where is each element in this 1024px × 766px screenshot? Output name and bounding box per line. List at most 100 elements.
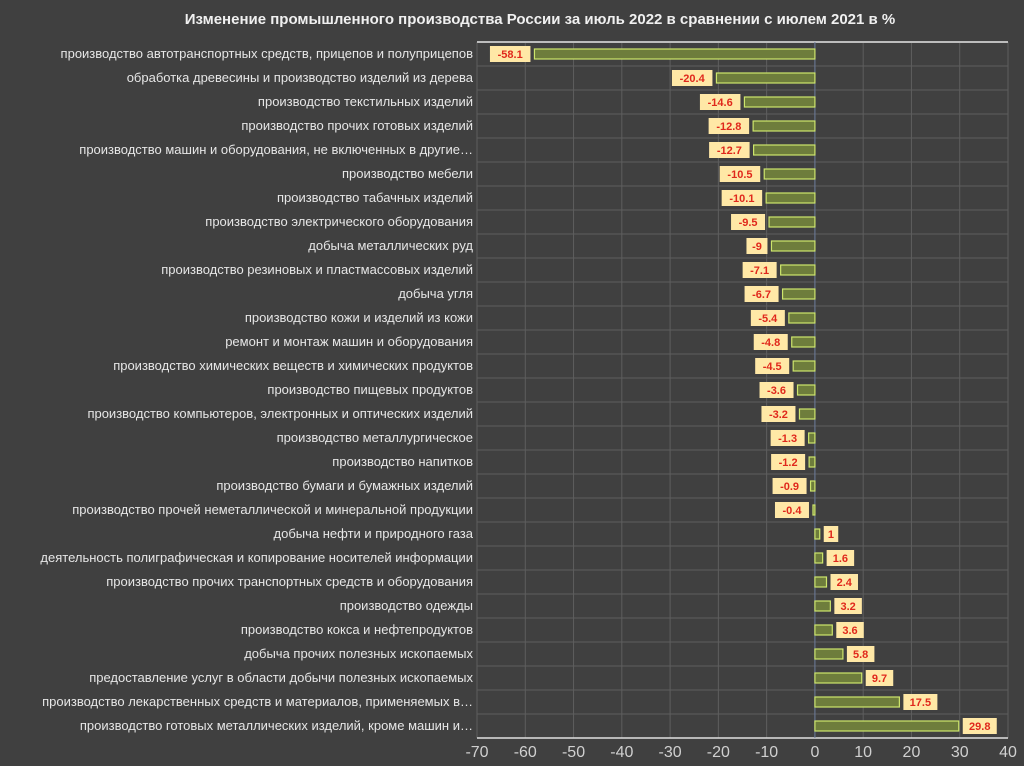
data-label-box [826, 550, 855, 566]
data-label-box [709, 142, 750, 158]
data-label-box [771, 454, 806, 470]
data-label: 29.8 [969, 721, 990, 733]
data-label: 1 [828, 529, 834, 541]
bar [814, 600, 831, 612]
bar [796, 384, 816, 396]
data-label-box [746, 238, 768, 254]
data-label-box [699, 94, 741, 110]
category-label: производство кокса и нефтепродуктов [241, 622, 473, 637]
data-label-box [834, 598, 862, 614]
data-label: -4.5 [763, 361, 782, 373]
data-label: -9 [752, 241, 762, 253]
data-label-box [865, 670, 894, 686]
bar [753, 144, 816, 156]
data-label-box [731, 214, 766, 230]
bars [533, 48, 960, 732]
data-label: -1.3 [778, 433, 797, 445]
bar [814, 672, 863, 684]
bar [808, 456, 816, 468]
data-label: -5.4 [758, 313, 778, 325]
bar [780, 264, 816, 276]
x-axis-ticks: -70 -60 -50 -40 -30 -20 -10 0 10 20 30 40 [465, 744, 1017, 761]
bar [792, 360, 816, 372]
category-label: производство компьютеров, электронных и … [87, 406, 473, 421]
data-label-box [772, 478, 807, 494]
category-label: добыча прочих полезных ископаемых [244, 646, 473, 661]
x-tick-label: -40 [610, 744, 633, 761]
category-label: добыча нефти и природного газа [274, 526, 474, 541]
bar [763, 168, 816, 180]
bar [765, 192, 816, 204]
category-label: производство резиновых и пластмассовых и… [161, 262, 473, 277]
data-label-box [761, 406, 796, 422]
category-label: производство автотранспортных средств, п… [61, 46, 474, 61]
bar [715, 72, 816, 84]
data-label: -14.6 [708, 97, 733, 109]
category-label: добыча металлических руд [308, 238, 473, 253]
bar [533, 48, 816, 60]
data-label-box [671, 70, 713, 86]
data-label-box [903, 694, 938, 710]
x-tick-label: 20 [903, 744, 921, 761]
data-label: 3.2 [840, 601, 855, 613]
data-label: -3.6 [767, 385, 786, 397]
data-label-box [830, 574, 858, 590]
category-label: производство пищевых продуктов [267, 382, 473, 397]
data-label: 17.5 [910, 697, 931, 709]
bar [791, 336, 816, 348]
data-label: 2.4 [837, 577, 853, 589]
data-label-box [836, 622, 864, 638]
category-label: производство прочих транспортных средств… [106, 574, 473, 589]
category-label: производство готовых металлических издел… [80, 718, 473, 733]
category-label: производство металлургическое [277, 430, 473, 445]
category-label: деятельность полиграфическая и копирован… [40, 550, 473, 565]
x-tick-label: 10 [854, 744, 872, 761]
data-label: -20.4 [680, 73, 706, 85]
data-label-box [962, 718, 997, 734]
data-label: -12.7 [717, 145, 742, 157]
x-tick-label: 40 [999, 744, 1017, 761]
data-label-box [742, 262, 777, 278]
category-label: предоставление услуг в области добычи по… [89, 670, 473, 685]
category-label: производство электрического оборудования [205, 214, 473, 229]
x-tick-label: 0 [810, 744, 819, 761]
category-label: производство машин и оборудования, не вк… [79, 142, 473, 157]
x-tick-label: -70 [465, 744, 488, 761]
category-label: производство химических веществ и химиче… [113, 358, 473, 373]
bar [814, 696, 900, 708]
bar [809, 480, 816, 492]
category-label: производство бумаги и бумажных изделий [216, 478, 473, 493]
data-label-box [759, 382, 794, 398]
data-label-box [750, 310, 785, 326]
category-label: производство одежды [340, 598, 473, 613]
x-tick-label: -10 [755, 744, 778, 761]
category-label: производство напитков [332, 454, 473, 469]
data-label-box [774, 502, 809, 518]
category-label: производство лекарственных средств и мат… [42, 694, 473, 709]
x-tick-label: 30 [951, 744, 969, 761]
bar [814, 552, 824, 564]
data-label-box [755, 358, 790, 374]
bar [814, 576, 828, 588]
bar [798, 408, 816, 420]
bar [781, 288, 816, 300]
data-label: 3.6 [842, 625, 857, 637]
bar [743, 96, 816, 108]
data-label: -0.4 [782, 505, 802, 517]
data-label: -12.8 [716, 121, 741, 133]
data-label-box [708, 118, 750, 134]
bar [788, 312, 816, 324]
data-label: -4.8 [761, 337, 780, 349]
data-label-box [846, 646, 875, 662]
category-label: производство прочей неметаллической и ми… [72, 502, 473, 517]
data-label-box [489, 46, 531, 62]
bar [814, 624, 833, 636]
data-label: -7.1 [750, 265, 769, 277]
x-tick-label: -20 [707, 744, 730, 761]
data-label: -9.5 [739, 217, 758, 229]
data-label: -6.7 [752, 289, 771, 301]
data-label-box [823, 526, 839, 542]
bar [768, 216, 816, 228]
category-label: ремонт и монтаж машин и оборудования [225, 334, 473, 349]
data-label: -58.1 [498, 49, 523, 61]
